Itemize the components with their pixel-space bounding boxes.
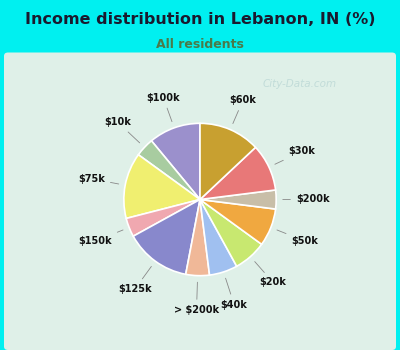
Wedge shape (200, 199, 276, 244)
Wedge shape (200, 147, 276, 200)
Wedge shape (152, 123, 200, 199)
Text: Income distribution in Lebanon, IN (%): Income distribution in Lebanon, IN (%) (25, 12, 375, 27)
FancyBboxPatch shape (4, 52, 396, 350)
Text: $125k: $125k (118, 266, 152, 294)
Wedge shape (133, 199, 200, 274)
Wedge shape (200, 190, 276, 209)
Text: $10k: $10k (104, 117, 140, 143)
Text: $30k: $30k (275, 147, 316, 164)
Text: All residents: All residents (156, 38, 244, 51)
Text: $20k: $20k (255, 261, 286, 287)
Wedge shape (186, 199, 210, 276)
Text: $60k: $60k (230, 95, 256, 124)
Text: $50k: $50k (277, 230, 318, 246)
Wedge shape (200, 199, 237, 275)
Wedge shape (200, 199, 262, 266)
Text: $75k: $75k (78, 174, 119, 184)
Wedge shape (126, 199, 200, 236)
Wedge shape (200, 123, 256, 199)
Wedge shape (138, 141, 200, 200)
Text: > $200k: > $200k (174, 282, 219, 315)
Wedge shape (124, 155, 200, 218)
Text: $200k: $200k (283, 195, 330, 204)
Text: $40k: $40k (221, 278, 248, 309)
Text: City-Data.com: City-Data.com (263, 79, 337, 89)
Text: $100k: $100k (146, 93, 180, 122)
Text: $150k: $150k (78, 230, 123, 246)
